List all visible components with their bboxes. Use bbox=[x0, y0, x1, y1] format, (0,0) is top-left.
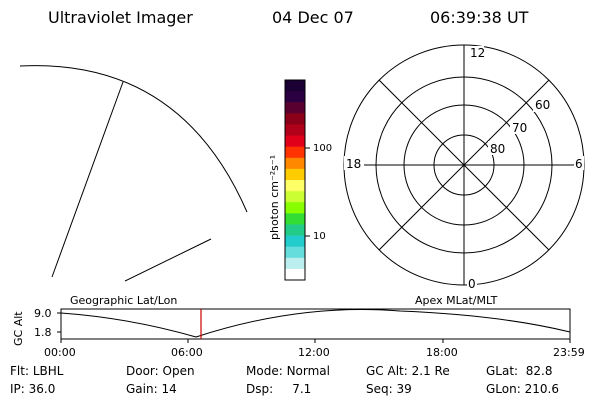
colorbar-cell bbox=[285, 91, 305, 103]
info-mode-value: Normal bbox=[286, 364, 330, 378]
info-door-value: Open bbox=[162, 364, 195, 378]
colorbar-cell bbox=[285, 113, 305, 125]
info-gc-alt: GC Alt: 2.1 Re bbox=[366, 364, 450, 378]
colorbar-cell bbox=[285, 202, 305, 214]
colorbar-cell bbox=[285, 213, 305, 225]
info-dsp-label: Dsp: bbox=[246, 382, 274, 396]
info-seq-label: Seq: bbox=[366, 382, 393, 396]
meridian-line bbox=[51, 81, 124, 278]
timeline-y-tick-9: 9.0 bbox=[34, 307, 52, 320]
earth-limb-arc bbox=[19, 65, 248, 213]
colorbar-tick-10: 10 bbox=[313, 231, 326, 242]
colorbar-cell bbox=[285, 246, 305, 259]
header-date: 04 Dec 07 bbox=[272, 8, 354, 27]
colorbar-cell bbox=[285, 180, 305, 192]
info-gain: Gain: 14 bbox=[126, 382, 177, 396]
info-glat-label: GLat: bbox=[486, 364, 519, 378]
timeline-y-tick-1-8: 1.8 bbox=[34, 326, 52, 339]
colorbar-cell bbox=[285, 80, 305, 92]
colorbar-cell bbox=[285, 124, 305, 137]
colorbar-cell bbox=[285, 146, 305, 159]
info-dsp-value: 7.1 bbox=[292, 382, 312, 396]
geographic-view bbox=[19, 65, 248, 282]
info-glon: GLon: 210.6 bbox=[486, 382, 559, 396]
mlt-label-18: 18 bbox=[346, 157, 361, 171]
info-mode: Mode: Normal bbox=[246, 364, 330, 378]
colorbar-cell bbox=[285, 257, 305, 270]
timeline-x-tick-0000: 00:00 bbox=[44, 346, 76, 359]
timeline-left-title: Geographic Lat/Lon bbox=[70, 294, 177, 307]
colorbar-tick-100: 100 bbox=[313, 143, 332, 154]
info-gc-alt-value: 2.1 Re bbox=[411, 364, 450, 378]
colorbar-cell bbox=[285, 102, 305, 114]
timeline-x-tick-1200: 12:00 bbox=[298, 346, 330, 359]
mlt-label-0: 0 bbox=[468, 277, 476, 291]
header-time: 06:39:38 UT bbox=[430, 8, 529, 27]
lat-label-70: 70 bbox=[512, 121, 527, 135]
colorbar-unit-label: photon cm⁻²s⁻¹ bbox=[268, 155, 281, 240]
info-door-label: Door: bbox=[126, 364, 159, 378]
colorbar-cell bbox=[285, 157, 305, 170]
lat-label-60: 60 bbox=[535, 98, 550, 112]
info-glon-label: GLon: bbox=[486, 382, 521, 396]
info-ip: IP: 36.0 bbox=[10, 382, 55, 396]
timeline-x-tick-1800: 18:00 bbox=[426, 346, 458, 359]
info-gc-alt-label: GC Alt: bbox=[366, 364, 408, 378]
colorbar-frame bbox=[284, 79, 306, 281]
colorbar-cell bbox=[285, 224, 305, 237]
polar-grid bbox=[343, 44, 585, 286]
info-seq-value: 39 bbox=[396, 382, 412, 396]
info-dsp: Dsp: 7.1 bbox=[246, 382, 311, 396]
mlt-label-12: 12 bbox=[470, 46, 485, 60]
mlt-label-6: 6 bbox=[575, 157, 583, 171]
timeline-plot: Geographic Lat/Lon Apex MLat/MLT GC Alt … bbox=[12, 294, 585, 359]
timeline-axis-label: GC Alt bbox=[12, 311, 25, 346]
lat-label-80: 80 bbox=[490, 142, 505, 156]
colorbar: 100 10 photon cm⁻²s⁻¹ bbox=[268, 79, 332, 281]
polar-labels: 12 18 6 0 60 70 80 bbox=[344, 46, 584, 291]
info-glat-value: 82.8 bbox=[525, 364, 553, 378]
timeline-frame bbox=[60, 308, 571, 340]
colorbar-cell bbox=[285, 135, 305, 148]
info-seq: Seq: 39 bbox=[366, 382, 412, 396]
imager-title: Ultraviolet Imager bbox=[48, 8, 193, 27]
meridian-line bbox=[124, 238, 212, 282]
info-flt: Flt: LBHL bbox=[10, 364, 63, 378]
info-ip-value: 36.0 bbox=[28, 382, 56, 396]
polar-diagonal bbox=[378, 79, 550, 251]
timeline-x-tick-0600: 06:00 bbox=[171, 346, 203, 359]
info-mode-label: Mode: bbox=[246, 364, 283, 378]
info-door: Door: Open bbox=[126, 364, 195, 378]
colorbar-cell bbox=[285, 168, 305, 181]
colorbar-cell bbox=[285, 191, 305, 203]
altitude-curve bbox=[60, 308, 571, 338]
timeline-right-title: Apex MLat/MLT bbox=[415, 294, 498, 307]
info-flt-label: Flt: bbox=[10, 364, 29, 378]
colorbar-cell bbox=[285, 235, 305, 248]
info-flt-value: LBHL bbox=[32, 364, 64, 378]
colorbar-cell bbox=[285, 268, 305, 281]
info-gain-label: Gain: bbox=[126, 382, 158, 396]
info-glat: GLat: 82.8 bbox=[486, 364, 552, 378]
info-gain-value: 14 bbox=[161, 382, 177, 396]
timeline-x-tick-2359: 23:59 bbox=[553, 346, 585, 359]
info-ip-label: IP: bbox=[10, 382, 25, 396]
info-glon-value: 210.6 bbox=[524, 382, 559, 396]
